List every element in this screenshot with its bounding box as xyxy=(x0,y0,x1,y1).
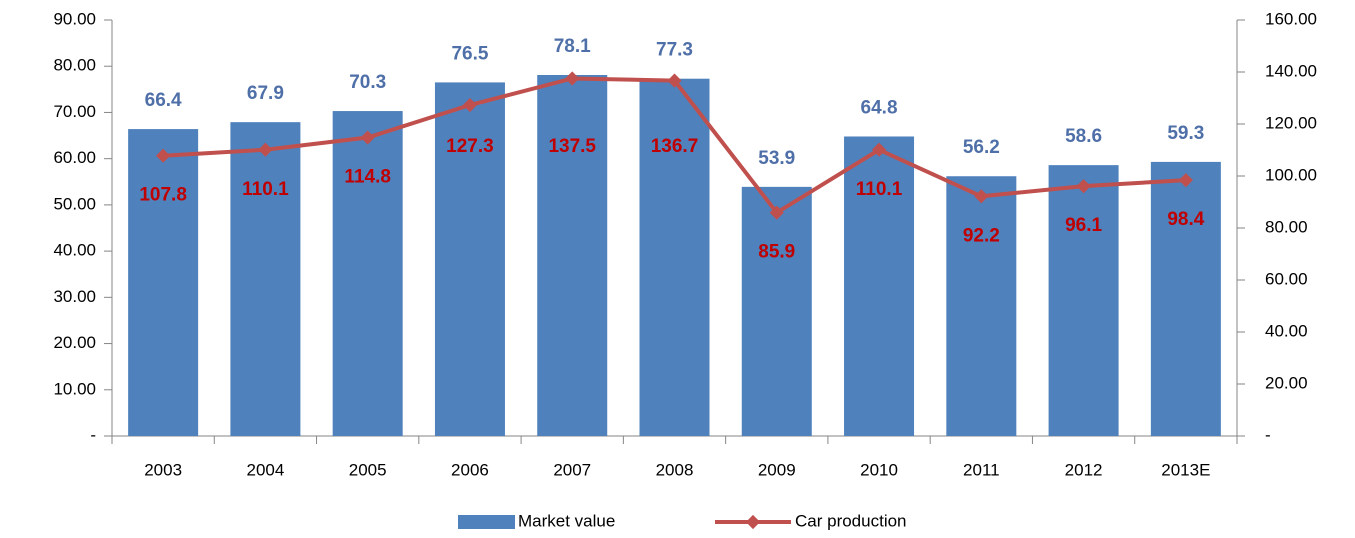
bar xyxy=(639,78,710,437)
line-marker xyxy=(462,97,478,113)
bar xyxy=(537,75,608,436)
x-tick-label: 2005 xyxy=(349,460,387,479)
bar xyxy=(741,186,812,436)
line-marker xyxy=(1178,173,1193,188)
y-tick-label: 60.00 xyxy=(53,148,96,167)
y2-tick-label: 20.00 xyxy=(1265,373,1308,392)
line-value-label: 98.4 xyxy=(1167,209,1204,230)
y-tick-label: 50.00 xyxy=(53,194,96,213)
bar-value-label: 76.5 xyxy=(451,43,488,64)
line-marker xyxy=(156,148,171,163)
y2-tick-label: 60.00 xyxy=(1265,269,1308,288)
x-tick-label: 2013E xyxy=(1161,460,1210,479)
x-tick-label: 2012 xyxy=(1065,460,1103,479)
line-value-label: 107.8 xyxy=(139,185,187,206)
y-tick-label: 80.00 xyxy=(53,56,96,75)
line-value-label: 85.9 xyxy=(758,242,795,263)
line-marker xyxy=(360,130,375,145)
line-marker xyxy=(258,142,273,157)
bar-value-label: 67.9 xyxy=(247,83,284,104)
bar xyxy=(230,122,301,436)
x-tick-label: 2009 xyxy=(758,460,796,479)
y2-tick-label: 140.00 xyxy=(1265,61,1317,80)
legend-label: Car production xyxy=(795,511,907,530)
line-marker xyxy=(871,142,887,157)
x-tick-label: 2008 xyxy=(656,460,694,479)
line-marker xyxy=(565,71,580,86)
line-marker xyxy=(974,189,989,204)
line-value-label: 110.1 xyxy=(856,179,903,200)
x-tick-label: 2011 xyxy=(963,460,1000,479)
bar xyxy=(332,111,403,437)
line-value-label: 92.2 xyxy=(963,225,1000,246)
bar xyxy=(844,136,915,437)
x-tick-label: 2010 xyxy=(860,460,898,479)
bar xyxy=(946,176,1017,436)
y-tick-label: - xyxy=(90,425,96,444)
y2-tick-label: 40.00 xyxy=(1265,321,1308,340)
y2-tick-label: 160.00 xyxy=(1265,9,1317,28)
legend-label: Market value xyxy=(518,511,615,530)
line-marker xyxy=(769,205,784,220)
bar-value-label: 70.3 xyxy=(349,72,386,93)
bar xyxy=(434,82,505,437)
bar-value-label: 58.6 xyxy=(1065,126,1102,147)
bar xyxy=(128,129,199,436)
y-tick-label: 20.00 xyxy=(53,333,96,352)
y2-tick-label: - xyxy=(1265,425,1271,444)
y2-tick-label: 80.00 xyxy=(1265,217,1308,236)
bar-value-label: 66.4 xyxy=(145,90,182,111)
bar-value-label: 77.3 xyxy=(656,40,693,61)
line-value-label: 137.5 xyxy=(548,136,596,157)
x-tick-label: 2007 xyxy=(553,460,591,479)
line-marker xyxy=(1076,179,1091,194)
x-tick-label: 2003 xyxy=(144,460,182,479)
legend-marker xyxy=(745,514,761,530)
bar-value-label: 78.1 xyxy=(554,36,591,57)
y2-tick-label: 100.00 xyxy=(1265,165,1317,184)
line-value-label: 127.3 xyxy=(446,136,494,157)
y2-tick-label: 120.00 xyxy=(1265,113,1317,132)
bar-value-label: 59.3 xyxy=(1167,123,1204,144)
line-value-label: 114.8 xyxy=(344,167,391,188)
line-value-label: 96.1 xyxy=(1065,215,1102,236)
x-tick-label: 2004 xyxy=(246,460,284,479)
bar-value-label: 56.2 xyxy=(963,137,1000,158)
line-value-label: 110.1 xyxy=(242,179,289,200)
x-tick-label: 2006 xyxy=(451,460,489,479)
bar-value-label: 64.8 xyxy=(861,97,898,118)
y-tick-label: 70.00 xyxy=(53,102,96,121)
bar xyxy=(1150,161,1221,436)
line-value-label: 136.7 xyxy=(651,136,699,157)
y-tick-label: 30.00 xyxy=(53,287,96,306)
y-tick-label: 90.00 xyxy=(53,9,96,28)
bar xyxy=(1048,165,1119,437)
line-marker xyxy=(667,73,682,88)
bar-value-label: 53.9 xyxy=(758,148,795,169)
y-tick-label: 10.00 xyxy=(53,379,96,398)
legend-swatch xyxy=(458,515,515,529)
y-tick-label: 40.00 xyxy=(53,241,96,260)
